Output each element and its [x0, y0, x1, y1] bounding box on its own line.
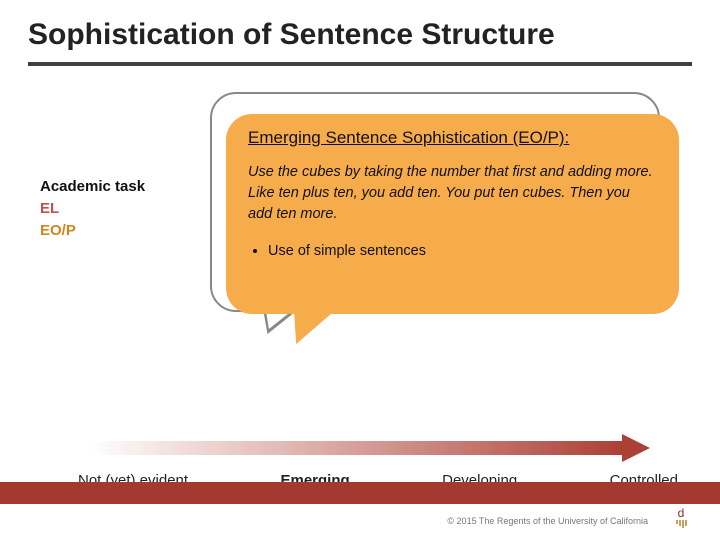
arrow-head-icon: [622, 434, 650, 462]
label-academic-task: Academic task: [40, 176, 190, 198]
balloon-heading: Emerging Sentence Sophistication (EO/P):: [248, 128, 657, 148]
label-eop: EO/P: [40, 220, 190, 242]
balloon-body: Use the cubes by taking the number that …: [248, 162, 657, 225]
main-area: Academic task EL EO/P Emerging Sentence …: [0, 66, 720, 102]
balloon-bullets: Use of simple sentences: [248, 243, 657, 259]
logo-letter: d: [678, 507, 685, 519]
label-el: EL: [40, 198, 190, 220]
logo-bars: [676, 520, 687, 528]
left-labels: Academic task EL EO/P: [40, 176, 190, 241]
footer-bar: [0, 482, 720, 504]
logo-icon: d: [666, 504, 696, 530]
speech-balloon-front: Emerging Sentence Sophistication (EO/P):…: [226, 114, 679, 314]
continuum-arrow: [88, 434, 650, 462]
arrow-body: [88, 441, 622, 455]
copyright-text: © 2015 The Regents of the University of …: [447, 516, 648, 526]
slide-title: Sophistication of Sentence Structure: [0, 0, 720, 62]
balloon-bullet-1: Use of simple sentences: [268, 243, 657, 259]
